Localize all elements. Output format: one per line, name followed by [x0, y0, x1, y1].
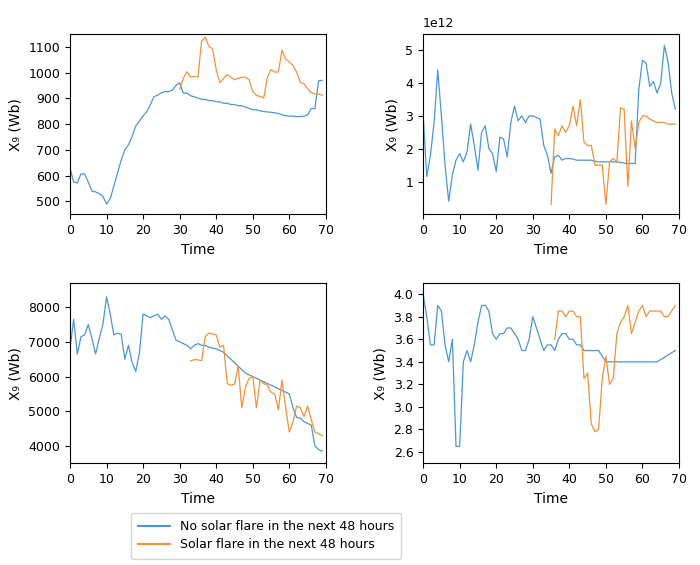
Y-axis label: X₉ (Wb): X₉ (Wb) — [9, 98, 23, 150]
Y-axis label: X₉ (Wb): X₉ (Wb) — [8, 347, 22, 399]
Y-axis label: X₉ (Wb): X₉ (Wb) — [386, 98, 400, 150]
X-axis label: Time: Time — [181, 492, 215, 506]
X-axis label: Time: Time — [534, 492, 568, 506]
X-axis label: Time: Time — [534, 242, 568, 257]
Y-axis label: X₉ (Wb): X₉ (Wb) — [374, 347, 388, 399]
X-axis label: Time: Time — [181, 242, 215, 257]
Legend: No solar flare in the next 48 hours, Solar flare in the next 48 hours: No solar flare in the next 48 hours, Sol… — [131, 513, 401, 559]
Text: 1e12: 1e12 — [423, 18, 454, 31]
